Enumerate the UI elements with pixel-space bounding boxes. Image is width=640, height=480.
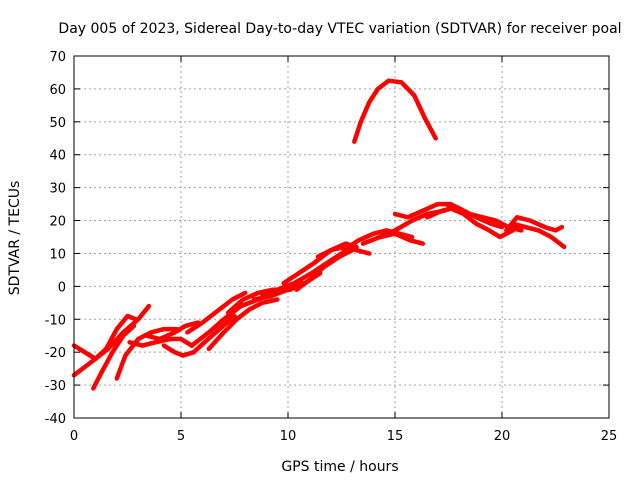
series-line-arc-08 xyxy=(185,290,248,335)
x-axis-label: GPS time / hours xyxy=(281,459,398,475)
y-tick-label: 50 xyxy=(49,116,66,131)
axis-ticks: -40 -30 -20 -10 0 10 20 30 40 50 60 70 0 5 10 15 20 25 xyxy=(45,50,618,444)
series-line-arc-25 xyxy=(352,78,438,144)
y-tick-label: 60 xyxy=(49,83,66,98)
series-line-arc-02 xyxy=(71,303,152,378)
x-tick-label: 20 xyxy=(494,429,511,444)
x-tick-label: 5 xyxy=(177,429,185,444)
chart-title: Day 005 of 2023, Sidereal Day-to-day VTE… xyxy=(58,21,621,37)
y-tick-label: -40 xyxy=(45,412,66,427)
series-line-arc-10 xyxy=(206,297,280,352)
y-tick-label: 10 xyxy=(49,247,66,262)
series-line-arc-15 xyxy=(294,247,355,292)
x-tick-label: 15 xyxy=(387,429,404,444)
y-tick-label: 70 xyxy=(49,50,66,65)
series-line-arc-06 xyxy=(144,320,201,342)
plot-frame xyxy=(73,55,610,419)
series-line-arc-24 xyxy=(510,221,567,250)
y-axis-label: SDTVAR / TECUs xyxy=(7,181,23,296)
series-line-arc-05 xyxy=(127,336,194,348)
series-line-arc-13 xyxy=(260,251,344,299)
y-tick-label: -10 xyxy=(45,313,66,328)
x-tick-label: 25 xyxy=(601,429,618,444)
y-tick-label: -20 xyxy=(45,346,66,361)
grid xyxy=(74,56,609,418)
series-line-arc-23 xyxy=(504,215,565,233)
y-tick-label: 30 xyxy=(49,182,66,197)
y-tick-label: 0 xyxy=(58,280,66,295)
series-line-arc-18 xyxy=(360,231,426,246)
series-line-arc-03 xyxy=(91,323,137,391)
x-tick-label: 0 xyxy=(70,429,78,444)
series-group xyxy=(71,78,567,391)
series-line-arc-22 xyxy=(446,205,515,240)
x-tick-label: 10 xyxy=(280,429,297,444)
y-tick-label: 40 xyxy=(49,149,66,164)
series-line-arc-16 xyxy=(315,244,372,259)
y-tick-label: 20 xyxy=(49,215,66,230)
y-tick-label: -30 xyxy=(45,379,66,394)
series-line-arc-21 xyxy=(424,205,524,233)
series-line-arc-07 xyxy=(161,313,237,358)
series-line-arc-20 xyxy=(392,201,505,230)
